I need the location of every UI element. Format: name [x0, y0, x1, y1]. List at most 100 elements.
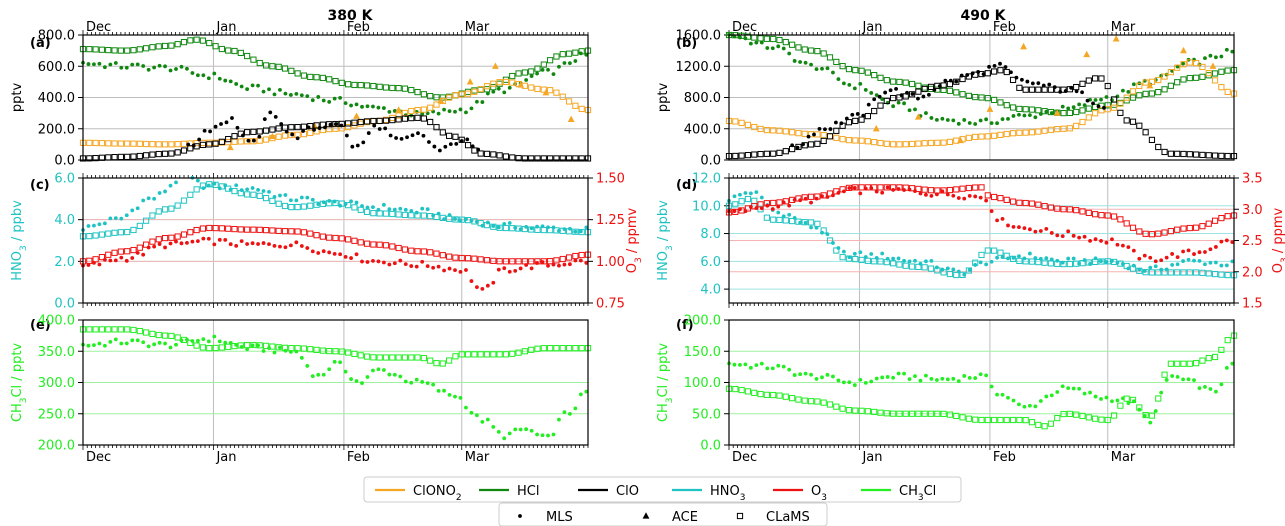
- data-point: [1009, 76, 1017, 84]
- data-point: [863, 186, 868, 191]
- series-ClO-MLS: [790, 61, 1106, 150]
- data-point: [490, 351, 497, 358]
- data-point: [929, 377, 934, 381]
- data-point: [1066, 106, 1071, 111]
- data-point: [86, 224, 91, 228]
- data-point: [86, 257, 93, 264]
- data-point: [421, 133, 426, 138]
- data-point: [409, 208, 414, 213]
- data-point: [1192, 252, 1196, 256]
- data-point: [997, 67, 1004, 74]
- series-ClONO2-ACE: [872, 35, 1217, 144]
- data-point: [540, 260, 545, 264]
- data-point: [191, 143, 196, 148]
- data-point: [185, 66, 189, 71]
- data-point: [553, 257, 560, 264]
- data-point: [245, 242, 250, 246]
- data-point: [1014, 75, 1019, 80]
- column-title-380k: 380 K: [328, 8, 374, 24]
- data-point: [852, 407, 859, 414]
- data-point: [852, 383, 857, 388]
- data-point: [891, 188, 896, 192]
- data-point: [1092, 211, 1099, 218]
- data-point: [239, 344, 244, 349]
- data-point: [1209, 62, 1217, 69]
- data-point: [820, 375, 824, 380]
- data-point: [967, 375, 972, 380]
- data-point: [208, 129, 212, 134]
- data-point: [490, 223, 497, 230]
- data-point: [991, 132, 998, 139]
- data-point: [113, 258, 118, 263]
- data-point: [250, 191, 257, 198]
- data-point: [915, 88, 922, 95]
- data-point: [1060, 234, 1065, 239]
- data-point: [1049, 231, 1054, 235]
- data-point: [509, 154, 516, 161]
- data-point: [193, 226, 200, 234]
- data-point: [820, 132, 827, 139]
- data-point: [108, 216, 113, 221]
- data-point: [1121, 396, 1125, 401]
- data-point: [398, 258, 403, 263]
- data-point: [833, 134, 840, 141]
- data-point: [1079, 107, 1086, 114]
- data-point: [1180, 269, 1187, 276]
- data-point: [420, 112, 425, 116]
- legend-marker-CLaMS: [736, 512, 744, 520]
- data-point: [1161, 371, 1168, 378]
- data-point: [839, 63, 846, 70]
- data-point: [1060, 110, 1067, 117]
- data-point: [193, 140, 200, 147]
- data-point: [420, 354, 427, 362]
- data-point: [833, 120, 838, 125]
- data-point: [283, 193, 288, 197]
- data-point: [1035, 258, 1042, 266]
- data-point: [831, 193, 835, 198]
- data-point: [174, 149, 181, 156]
- data-point: [970, 71, 975, 76]
- data-point: [573, 406, 578, 411]
- data-point: [477, 351, 484, 358]
- data-point: [845, 65, 853, 73]
- data-point: [339, 123, 344, 128]
- data-point: [319, 347, 326, 354]
- data-point: [351, 204, 358, 211]
- data-point: [491, 89, 496, 94]
- data-point: [345, 236, 352, 243]
- data-point: [1016, 416, 1023, 424]
- y-tick-label: 10.0: [692, 199, 721, 214]
- data-point: [278, 193, 282, 198]
- data-point: [991, 416, 998, 424]
- data-point: [1009, 198, 1017, 205]
- data-point: [1148, 255, 1153, 260]
- data-point: [338, 348, 345, 355]
- data-point: [157, 63, 162, 68]
- data-point: [321, 249, 326, 254]
- data-point: [464, 217, 472, 224]
- data-point: [795, 145, 800, 150]
- data-point: [130, 153, 137, 160]
- data-point: [967, 268, 972, 272]
- data-point: [143, 152, 150, 159]
- data-point: [1218, 84, 1225, 91]
- data-point: [1205, 354, 1212, 362]
- data-point: [732, 194, 737, 199]
- y-tick-label: 150.0: [684, 345, 721, 360]
- data-point: [852, 255, 859, 263]
- data-point: [833, 127, 840, 134]
- data-point: [1077, 102, 1082, 107]
- data-point: [316, 95, 321, 99]
- data-point: [1148, 265, 1153, 270]
- legend-label-ClO: ClO: [616, 484, 639, 499]
- data-point: [420, 106, 427, 113]
- data-point: [826, 133, 834, 140]
- data-point: [1055, 390, 1060, 394]
- data-point: [814, 140, 821, 147]
- data-point: [307, 346, 314, 353]
- data-point: [965, 415, 972, 422]
- data-point: [896, 94, 903, 101]
- data-point: [275, 63, 282, 70]
- data-point: [197, 137, 202, 142]
- data-point: [1136, 267, 1143, 274]
